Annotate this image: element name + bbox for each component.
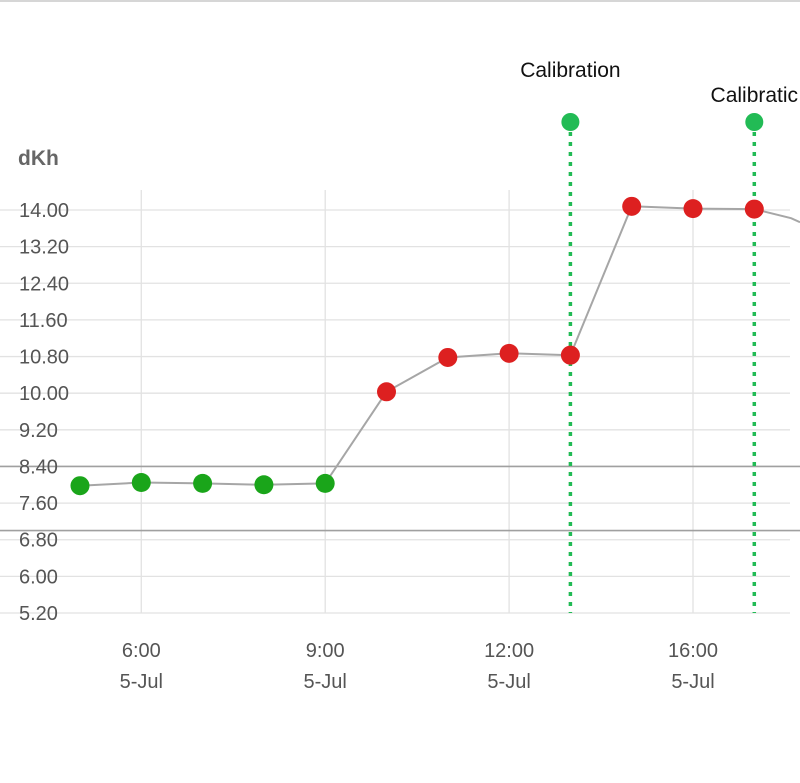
y-tick-label: 8.40	[19, 456, 58, 478]
top-divider	[0, 0, 800, 2]
data-point	[131, 472, 151, 492]
y-tick-label: 6.00	[19, 566, 58, 588]
y-tick-label: 14.00	[19, 200, 69, 222]
threshold-lines	[0, 465, 800, 532]
x-tick-date: 5-Jul	[304, 671, 347, 693]
calibration-lines	[561, 113, 764, 613]
calibration-label: Calibration	[520, 59, 620, 82]
y-tick-label: 11.60	[19, 310, 68, 332]
data-point	[622, 196, 642, 216]
x-tick-time: 16:00	[668, 640, 718, 662]
data-point	[377, 382, 396, 402]
x-tick-date: 5-Jul	[671, 671, 714, 693]
y-tick-labels: 14.00 13.20 12.40 11.60 10.80 10.00 9.20 8.40 7.…	[19, 200, 69, 625]
y-tick-label: 10.80	[19, 347, 69, 369]
data-point	[560, 345, 580, 365]
y-tick-label: 12.40	[19, 273, 69, 295]
series-line	[79, 205, 800, 487]
data-points	[70, 196, 764, 496]
y-tick-label: 6.80	[19, 530, 58, 552]
y-tick-label: 10.00	[19, 383, 69, 405]
y-tick-label: 9.20	[19, 420, 58, 442]
y-tick-label: 7.60	[19, 493, 58, 515]
grid	[0, 190, 790, 614]
data-point	[499, 343, 519, 363]
calibration-marker	[561, 113, 580, 131]
x-tick-time: 6:00	[122, 640, 161, 662]
data-point	[193, 473, 213, 493]
data-point	[744, 199, 764, 219]
x-tick-time: 9:00	[306, 640, 345, 662]
calibration-label: Calibratic	[711, 84, 799, 107]
x-tick-date: 5-Jul	[487, 671, 530, 693]
data-point	[254, 475, 274, 495]
data-point	[70, 476, 90, 496]
calibration-annotations: Calibration Calibratic	[520, 59, 798, 107]
calibration-marker	[745, 113, 764, 131]
data-point	[683, 199, 703, 219]
y-tick-label: 13.20	[19, 237, 69, 259]
y-axis-label: dKh	[18, 147, 59, 170]
x-tick-date: 5-Jul	[120, 671, 163, 693]
x-tick-time: 12:00	[484, 640, 534, 662]
y-tick-label: 5.20	[19, 603, 58, 625]
x-tick-labels: 6:00 5-Jul 9:00 5-Jul 12:00 5-Jul 16:00 5-Jul	[120, 640, 718, 693]
data-point	[438, 347, 458, 367]
data-point	[315, 473, 335, 493]
